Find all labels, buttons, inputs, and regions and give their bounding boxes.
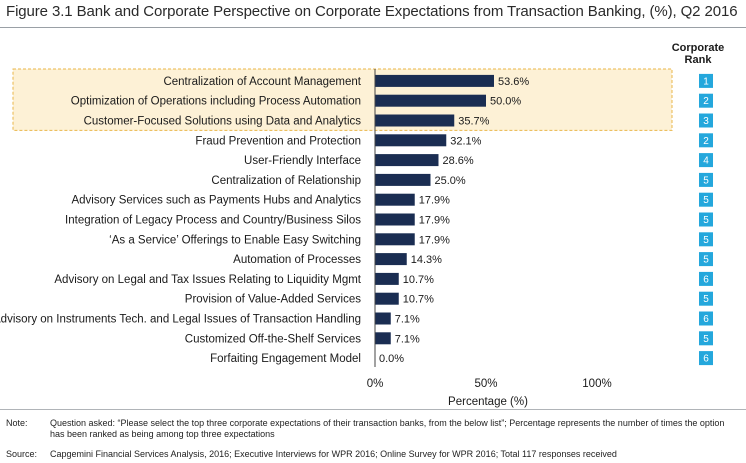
rank-header-line2: Rank — [684, 54, 712, 66]
rank-box — [699, 271, 713, 286]
bar-value-label: 10.7% — [403, 294, 434, 306]
bar — [375, 292, 399, 305]
title-divider — [0, 27, 746, 28]
bar-value-label: 7.1% — [395, 314, 420, 326]
bar — [375, 332, 391, 345]
category-label: User-Friendly Interface — [244, 155, 361, 167]
rank-number: 5 — [703, 255, 709, 266]
x-tick-label: 50% — [474, 378, 497, 390]
bar-value-label: 10.7% — [403, 274, 434, 286]
x-axis-label: Percentage (%) — [448, 396, 528, 408]
bar — [375, 253, 407, 266]
rank-number: 4 — [703, 156, 709, 167]
note-text: Question asked: “Please select the top t… — [50, 418, 725, 439]
rank-box — [699, 192, 713, 207]
category-label: Advisory on Legal and Tax Issues Relatin… — [54, 274, 361, 286]
bar — [375, 74, 494, 87]
rank-number: 5 — [703, 235, 709, 246]
bar — [375, 173, 431, 186]
x-tick-label: 100% — [582, 378, 611, 390]
rank-box — [699, 133, 713, 148]
rank-box — [699, 212, 713, 227]
corporate-rank-header: Corporate Rank — [664, 42, 732, 66]
category-label: ‘As a Service’ Offerings to Enable Easy … — [109, 234, 361, 246]
source-key: Source: — [6, 449, 38, 459]
rank-header-line1: Corporate — [671, 42, 725, 54]
rank-number: 2 — [703, 136, 709, 147]
bar-chart: Centralization of Account Management 53.6… — [0, 68, 713, 408]
rank-number: 5 — [703, 334, 709, 345]
category-label: Centralization of Account Management — [163, 76, 361, 88]
bar — [375, 213, 415, 226]
rank-box — [699, 73, 713, 88]
rank-box — [699, 172, 713, 187]
notes-divider — [0, 409, 746, 410]
bar-value-label: 17.9% — [419, 215, 450, 227]
category-label: Automation of Processes — [233, 254, 361, 266]
bar-value-label: 17.9% — [419, 234, 450, 246]
category-label: Advisory Services such as Payments Hubs … — [71, 195, 361, 207]
rank-number: 3 — [703, 116, 709, 127]
rank-number: 1 — [703, 76, 709, 87]
bar — [375, 114, 455, 127]
highlight-box — [12, 68, 673, 131]
category-label: Integration of Legacy Process and Countr… — [65, 215, 361, 227]
bar-value-label: 14.3% — [411, 254, 442, 266]
bar-value-label: 7.1% — [395, 333, 420, 345]
category-label: Customer-Focused Solutions using Data an… — [84, 116, 362, 128]
x-tick-label: 0% — [367, 378, 384, 390]
rank-box — [699, 93, 713, 108]
category-label: Forfaiting Engagement Model — [210, 353, 361, 365]
category-label: Fraud Prevention and Protection — [195, 135, 361, 147]
rank-number: 5 — [703, 195, 709, 206]
rank-box — [699, 331, 713, 346]
bar-value-label: 28.6% — [442, 155, 473, 167]
rank-box — [699, 252, 713, 267]
rank-number: 6 — [703, 274, 709, 285]
source-text: Capgemini Financial Services Analysis, 2… — [50, 449, 617, 459]
rank-box — [699, 153, 713, 168]
bar-value-label: 25.0% — [435, 175, 466, 187]
rank-box — [699, 351, 713, 366]
bar — [375, 94, 486, 107]
rank-number: 6 — [703, 314, 709, 325]
rank-number: 5 — [703, 215, 709, 226]
bar — [375, 154, 439, 167]
bar-value-label: 0.0% — [379, 353, 404, 365]
rank-box — [699, 113, 713, 128]
rank-number: 5 — [703, 175, 709, 186]
rank-number: 5 — [703, 294, 709, 305]
bar — [375, 312, 391, 325]
bar-value-label: 17.9% — [419, 195, 450, 207]
bar-value-label: 50.0% — [490, 96, 521, 108]
category-label: Optimization of Operations including Pro… — [71, 96, 361, 108]
note-key: Note: — [6, 418, 28, 428]
rank-box — [699, 291, 713, 306]
rank-box — [699, 232, 713, 247]
rank-number: 6 — [703, 354, 709, 365]
bar-value-label: 32.1% — [450, 135, 481, 147]
bar-value-label: 35.7% — [458, 116, 489, 128]
bar-value-label: 53.6% — [498, 76, 529, 88]
category-label: Centralization of Relationship — [211, 175, 361, 187]
bar — [375, 272, 399, 285]
rank-number: 2 — [703, 96, 709, 107]
category-label: Customized Off-the-Shelf Services — [185, 333, 361, 345]
chart-title: Figure 3.1 Bank and Corporate Perspectiv… — [6, 3, 738, 20]
bar — [375, 233, 415, 246]
bar — [375, 134, 447, 147]
category-label: Advisory on Instruments Tech. and Legal … — [0, 314, 361, 326]
bar — [375, 193, 415, 206]
category-label: Provision of Value-Added Services — [185, 294, 361, 306]
rank-box — [699, 311, 713, 326]
